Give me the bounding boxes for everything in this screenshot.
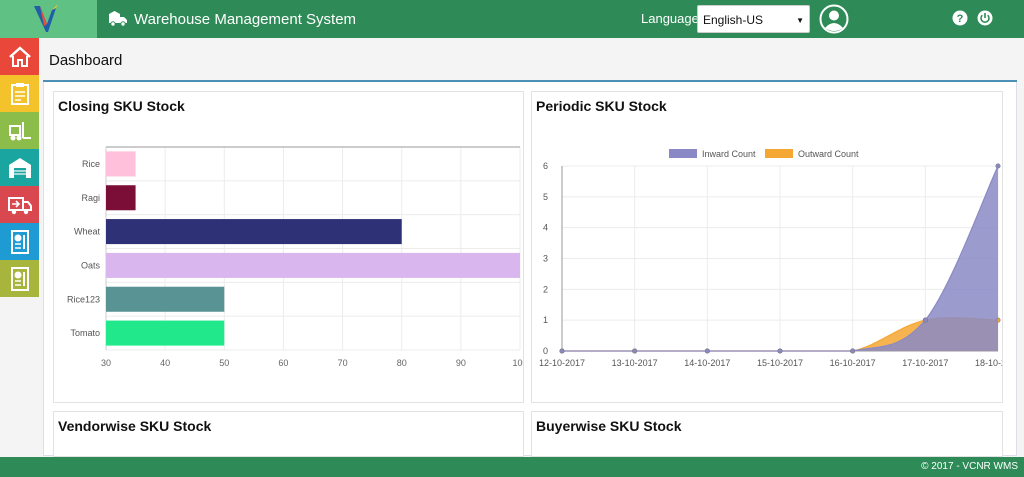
point-inward-count xyxy=(559,348,565,354)
vendorwise-sku-title: Vendorwise SKU Stock xyxy=(58,418,212,434)
warehouse-icon xyxy=(8,157,31,178)
app-title-text: Warehouse Management System xyxy=(134,10,357,28)
buyerwise-sku-title: Buyerwise SKU Stock xyxy=(536,418,682,434)
dispatch-truck-icon xyxy=(7,196,32,214)
sidebar-item-warehouse[interactable] xyxy=(0,149,39,186)
sidebar-item-dispatch[interactable] xyxy=(0,186,39,223)
user-avatar-icon[interactable] xyxy=(819,4,849,34)
periodic-sku-panel: Periodic SKU Stock 0 1 2 3 4 5 6 12-10-2017 13-1… xyxy=(531,91,1003,403)
chevron-down-icon: ▼ xyxy=(796,16,804,25)
y-tick-label: Oats xyxy=(81,260,101,270)
bar-rice xyxy=(106,151,136,177)
x-tick-label: 12-10-2017 xyxy=(539,358,585,368)
footer-copyright: © 2017 - VCNR WMS xyxy=(921,461,1018,472)
sidebar-item-report-alt[interactable] xyxy=(0,260,39,297)
app-logo[interactable] xyxy=(0,0,97,38)
y-tick-label: 3 xyxy=(543,254,548,264)
bar-wheat xyxy=(106,219,402,245)
x-tick-label: 14-10-2017 xyxy=(684,358,730,368)
periodic-sku-chart: 0 1 2 3 4 5 6 12-10-2017 13-10-2017 14-10-2017 15-… xyxy=(539,149,1002,368)
x-tick-label: 70 xyxy=(338,358,348,368)
clipboard-icon xyxy=(10,82,29,105)
y-tick-label: Tomato xyxy=(70,328,100,338)
closing-sku-panel: Closing SKU Stock 30 40 50 60 70 80 90 100 Rice R… xyxy=(53,91,524,403)
point-inward-count xyxy=(777,348,783,354)
title-divider xyxy=(43,80,1017,82)
legend-label-outward-count: Outward Count xyxy=(798,149,859,159)
y-tick-label: Ragi xyxy=(81,193,100,203)
point-inward-count xyxy=(704,348,710,354)
x-tick-label: 80 xyxy=(397,358,407,368)
language-select[interactable]: English-US ▼ xyxy=(697,5,810,33)
point-inward-count xyxy=(995,163,1001,169)
x-tick-label: 100 xyxy=(512,358,523,368)
x-tick-label: 16-10-2017 xyxy=(830,358,876,368)
footer: © 2017 - VCNR WMS xyxy=(0,457,1024,477)
bar-tomato xyxy=(106,320,225,346)
y-tick-label: Rice xyxy=(82,159,100,169)
forklift-icon xyxy=(8,121,31,140)
y-tick-label: Wheat xyxy=(74,227,101,237)
y-tick-label: 6 xyxy=(543,161,548,171)
x-tick-label: 40 xyxy=(160,358,170,368)
svg-text:?: ? xyxy=(957,13,964,25)
x-tick-label: 60 xyxy=(278,358,288,368)
point-inward-count xyxy=(922,317,928,323)
sidebar xyxy=(0,38,39,297)
home-icon xyxy=(8,45,31,67)
top-bar: Warehouse Management System Language Eng… xyxy=(0,0,1024,38)
x-tick-label: 90 xyxy=(456,358,466,368)
y-tick-label: 4 xyxy=(543,223,548,233)
warehouse-truck-icon xyxy=(109,11,127,27)
y-tick-label: 5 xyxy=(543,192,548,202)
sidebar-item-forklift[interactable] xyxy=(0,112,39,149)
bar-oats xyxy=(106,252,520,278)
report-chart-icon xyxy=(10,266,29,291)
sidebar-item-report[interactable] xyxy=(0,223,39,260)
bar-ragi xyxy=(106,185,136,211)
legend-swatch-outward-count xyxy=(765,149,793,158)
y-tick-label: Rice123 xyxy=(67,294,100,304)
closing-sku-chart: 30 40 50 60 70 80 90 100 Rice Ragi Wheat Oats Rice12… xyxy=(67,146,523,368)
point-inward-count xyxy=(632,348,638,354)
vendorwise-sku-panel: Vendorwise SKU Stock xyxy=(53,411,524,457)
report-icon xyxy=(10,229,29,254)
x-tick-label: 17-10-2017 xyxy=(902,358,948,368)
legend-label-inward-count: Inward Count xyxy=(702,149,756,159)
sidebar-item-clipboard[interactable] xyxy=(0,75,39,112)
x-tick-label: 18-10-2017 xyxy=(975,358,1002,368)
x-tick-label: 15-10-2017 xyxy=(757,358,803,368)
area-inward-count xyxy=(562,166,998,351)
page-title: Dashboard xyxy=(49,52,123,69)
buyerwise-sku-panel: Buyerwise SKU Stock xyxy=(531,411,1003,457)
legend-swatch-inward-count xyxy=(669,149,697,158)
y-tick-label: 1 xyxy=(543,315,548,325)
bar-rice123 xyxy=(106,286,225,312)
x-tick-label: 50 xyxy=(219,358,229,368)
power-icon[interactable] xyxy=(977,10,993,26)
periodic-sku-title: Periodic SKU Stock xyxy=(536,98,667,114)
app-title: Warehouse Management System xyxy=(108,0,356,38)
y-tick-label: 0 xyxy=(543,346,548,356)
point-inward-count xyxy=(850,348,856,354)
y-tick-label: 2 xyxy=(543,284,548,294)
x-tick-label: 13-10-2017 xyxy=(612,358,658,368)
logo-icon xyxy=(34,4,58,32)
language-select-value: English-US xyxy=(703,13,764,27)
x-tick-label: 30 xyxy=(101,358,111,368)
help-icon[interactable]: ? xyxy=(952,10,968,26)
closing-sku-title: Closing SKU Stock xyxy=(58,98,185,114)
language-label: Language xyxy=(641,11,699,26)
area-outward-count xyxy=(562,317,998,351)
sidebar-item-home[interactable] xyxy=(0,38,39,75)
